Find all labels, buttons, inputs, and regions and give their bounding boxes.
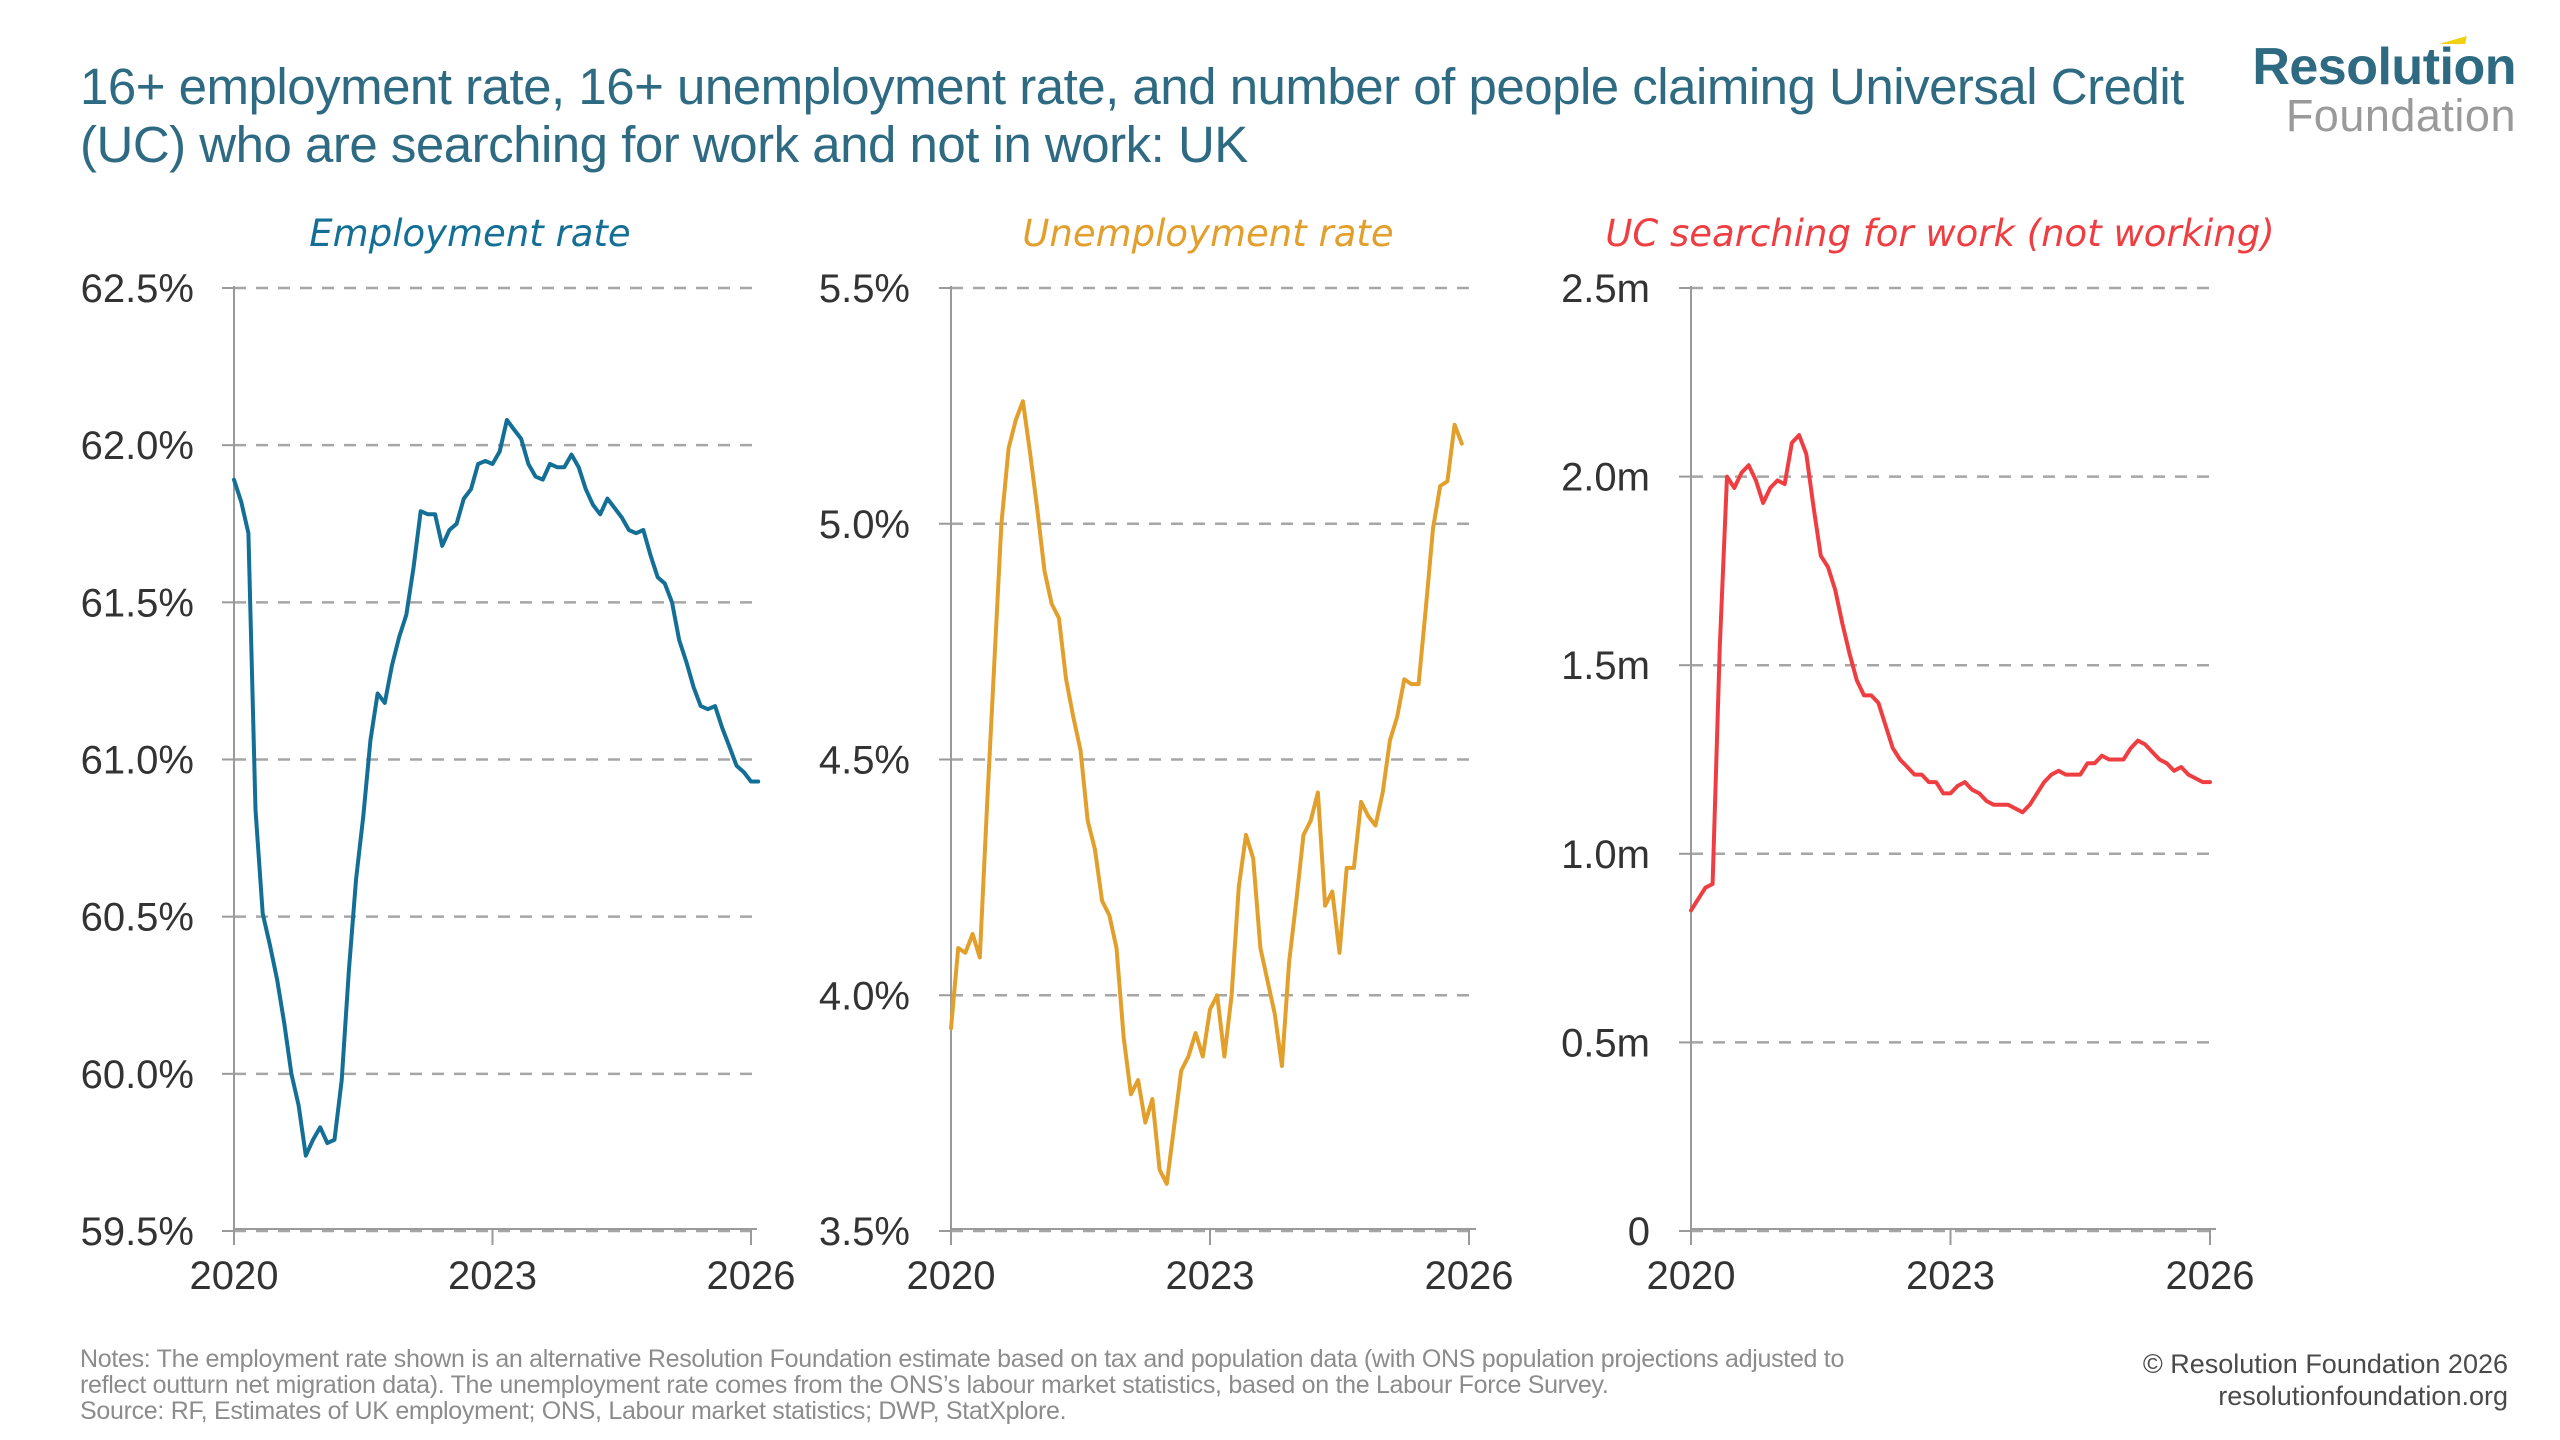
source-line: Source: RF, Estimates of UK employment; … xyxy=(80,1397,1067,1425)
x-tick-label: 2020 xyxy=(907,1254,996,1298)
x-tick-label: 2023 xyxy=(1166,1254,1255,1298)
logo-text-top: Resolution xyxy=(2252,38,2516,96)
y-tick-label: 5.5% xyxy=(819,267,910,311)
y-tick-label: 61.0% xyxy=(81,739,194,783)
x-tick-label: 2020 xyxy=(190,1254,279,1298)
employment-rate-panel: Employment rate 59.5% 60.0% 60.5% 61.0% 61.5… xyxy=(81,212,796,1298)
unemployment-series-line xyxy=(949,399,1464,1186)
y-tick-label: 1.5m xyxy=(1561,644,1650,688)
x-tick-label: 2026 xyxy=(707,1254,796,1298)
logo-wordmark-resolution: Resolution xyxy=(2226,36,2516,96)
y-tick-label: 60.0% xyxy=(81,1053,194,1097)
uc-series-line xyxy=(1689,433,2212,913)
x-tick-label: 2020 xyxy=(1647,1254,1736,1298)
notes-line-1: Notes: The employment rate shown is an a… xyxy=(80,1345,1845,1373)
logo-wordmark-foundation: Foundation xyxy=(2285,90,2516,141)
page-title: 16+ employment rate, 16+ unemployment ra… xyxy=(80,58,2184,173)
employment-series-line xyxy=(232,418,761,1158)
credit-block: © Resolution Foundation 2026 resolutionf… xyxy=(2143,1348,2508,1412)
y-tick-label: 1.0m xyxy=(1561,833,1650,877)
y-tick-label: 3.5% xyxy=(819,1210,910,1254)
uc-chart-title: UC searching for work (not working) xyxy=(1605,212,2274,255)
x-tick-label: 2026 xyxy=(2166,1254,2255,1298)
y-tick-label: 5.0% xyxy=(819,503,910,547)
y-tick-label: 0.5m xyxy=(1561,1021,1650,1065)
y-tick-label: 4.5% xyxy=(819,739,910,783)
y-tick-label: 0 xyxy=(1628,1210,1650,1254)
y-tick-label: 2.5m xyxy=(1561,267,1650,311)
notes-block: Notes: The employment rate shown is an a… xyxy=(80,1346,2070,1424)
y-tick-label: 2.0m xyxy=(1561,456,1650,500)
unemployment-chart-title: Unemployment rate xyxy=(1022,212,1393,255)
unemployment-rate-panel: Unemployment rate 3.5% 4.0% 4.5% 5.0% 5.5% 20… xyxy=(819,212,1514,1298)
y-tick-label: 61.5% xyxy=(81,581,194,625)
employment-chart-title: Employment rate xyxy=(309,212,630,255)
y-tick-label: 62.5% xyxy=(81,267,194,311)
website-link[interactable]: resolutionfoundation.org xyxy=(2218,1381,2508,1411)
x-tick-label: 2026 xyxy=(1425,1254,1514,1298)
y-tick-label: 59.5% xyxy=(81,1210,194,1254)
copyright-text: © Resolution Foundation 2026 xyxy=(2142,1349,2508,1379)
x-tick-label: 2023 xyxy=(1906,1254,1995,1298)
uc-searching-panel: UC searching for work (not working) 0 0.5… xyxy=(1561,212,2275,1298)
y-tick-label: 60.5% xyxy=(81,896,194,940)
resolution-foundation-logo: Resolution Foundation xyxy=(2226,36,2516,141)
y-tick-label: 62.0% xyxy=(81,424,194,468)
notes-line-2: reflect outturn net migration data). The… xyxy=(80,1371,1609,1399)
x-tick-label: 2023 xyxy=(448,1254,537,1298)
y-tick-label: 4.0% xyxy=(819,974,910,1018)
